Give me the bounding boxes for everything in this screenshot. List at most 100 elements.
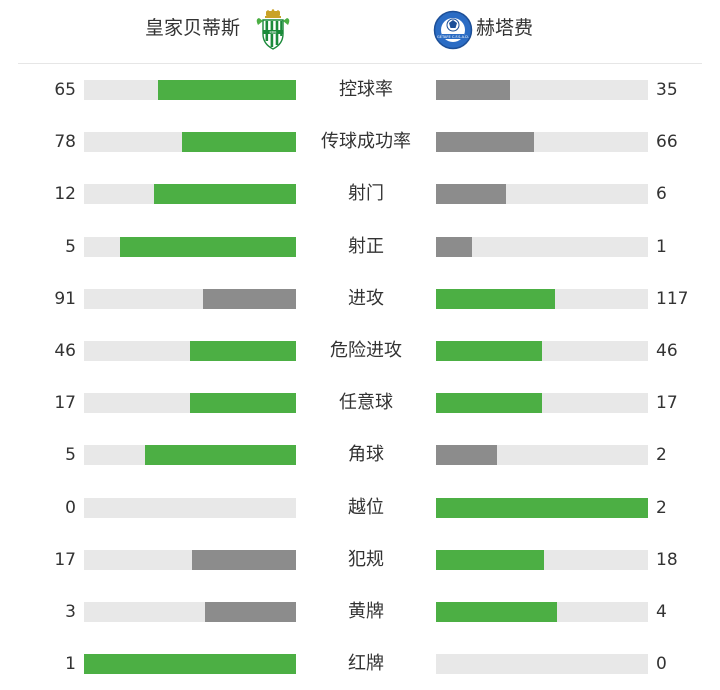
away-team-name: 赫塔费 — [476, 17, 534, 39]
home-stat-bar-fill — [153, 184, 296, 205]
stat-row: 17 任意球 17 — [0, 377, 720, 429]
stat-row: 0 越位 2 — [0, 482, 720, 534]
away-stat-value: 18 — [656, 549, 678, 570]
away-stat-bar-fill — [436, 340, 542, 361]
away-stat-bar-fill — [436, 497, 648, 518]
away-stat-bar-fill — [436, 445, 498, 466]
away-stat-value: 2 — [656, 445, 667, 466]
home-stat-bar-fill — [84, 654, 296, 675]
home-stat-bar — [84, 132, 296, 153]
home-stat-value: 1 — [65, 654, 76, 675]
stat-label: 进攻 — [348, 287, 384, 309]
away-stat-bar — [436, 445, 648, 466]
stat-label: 控球率 — [339, 79, 393, 100]
away-stat-value: 6 — [656, 184, 667, 205]
away-stat-bar-fill — [436, 236, 473, 257]
home-stat-bar-fill — [158, 80, 296, 100]
getafe-crest-icon: GETAFE C.F.S.A.D. — [433, 10, 473, 50]
home-stat-value: 46 — [54, 340, 76, 361]
real-betis-crest-icon: RBB — [256, 9, 290, 50]
svg-text:RBB: RBB — [269, 30, 277, 34]
home-stat-bar-fill — [190, 393, 296, 414]
home-stat-bar — [84, 497, 296, 518]
home-stat-bar — [84, 549, 296, 570]
home-stat-bar — [84, 393, 296, 414]
away-stat-bar — [436, 80, 648, 100]
stat-row: 5 角球 2 — [0, 429, 720, 481]
header-divider — [18, 63, 702, 64]
home-stat-value: 65 — [54, 80, 76, 100]
away-stat-value: 117 — [656, 288, 689, 309]
away-stat-value: 2 — [656, 497, 667, 518]
away-stat-bar — [436, 340, 648, 361]
stat-label: 越位 — [348, 496, 384, 518]
home-stat-bar-fill — [145, 445, 296, 466]
stat-label: 黄牌 — [348, 600, 384, 622]
away-stat-value: 17 — [656, 393, 678, 414]
away-stat-bar-fill — [436, 288, 555, 309]
stat-label: 红牌 — [348, 653, 384, 675]
home-stat-bar-fill — [181, 132, 296, 153]
home-stat-value: 5 — [65, 445, 76, 466]
home-stat-value: 3 — [65, 601, 76, 622]
home-team-name: 皇家贝蒂斯 — [145, 17, 241, 39]
home-stat-value: 12 — [54, 184, 76, 205]
away-stat-value: 46 — [656, 340, 678, 361]
away-stat-bar-fill — [436, 132, 534, 153]
away-stat-value: 4 — [656, 601, 667, 622]
stat-row: 78 传球成功率 66 — [0, 116, 720, 168]
away-stat-bar — [436, 132, 648, 153]
home-stat-bar-fill — [202, 288, 296, 309]
away-stat-bar — [436, 549, 648, 570]
away-stat-bar-fill — [436, 549, 545, 570]
home-stat-bar — [84, 288, 296, 309]
stat-row: 17 犯规 18 — [0, 534, 720, 586]
home-stat-value: 17 — [54, 549, 76, 570]
away-stat-bar — [436, 654, 648, 675]
home-stat-bar — [84, 654, 296, 675]
stat-row: 65 控球率 35 — [0, 64, 720, 116]
away-stat-value: 66 — [656, 132, 678, 153]
stat-row: 12 射门 6 — [0, 168, 720, 220]
away-stat-value: 35 — [656, 80, 678, 100]
home-stat-bar — [84, 340, 296, 361]
away-stat-bar — [436, 184, 648, 205]
home-stat-bar — [84, 601, 296, 622]
stat-row: 91 进攻 117 — [0, 273, 720, 325]
svg-text:GETAFE C.F.S.A.D.: GETAFE C.F.S.A.D. — [437, 35, 469, 39]
away-stat-bar — [436, 393, 648, 414]
away-stat-bar-fill — [436, 393, 542, 414]
stat-label: 危险进攻 — [330, 339, 402, 361]
home-stat-value: 17 — [54, 393, 76, 414]
home-stat-bar-fill — [120, 236, 296, 257]
match-header: 皇家贝蒂斯 RBB GETAFE C.F.S.A.D. 赫塔费 — [0, 0, 720, 62]
stat-row: 46 危险进攻 46 — [0, 325, 720, 377]
home-stat-bar-fill — [190, 340, 296, 361]
stat-label: 犯规 — [348, 548, 384, 570]
home-stat-value: 5 — [65, 236, 76, 257]
home-stat-bar-fill — [192, 549, 296, 570]
stats-table: 65 控球率 35 78 传球成功率 66 12 射门 6 5 射正 1 91 进攻 117 46 危险进攻 46… — [0, 64, 720, 690]
away-stat-bar-fill — [436, 184, 506, 205]
stat-row: 3 黄牌 4 — [0, 586, 720, 638]
home-stat-bar — [84, 236, 296, 257]
away-stat-value: 1 — [656, 236, 667, 257]
home-stat-value: 78 — [54, 132, 76, 153]
home-stat-value: 91 — [54, 288, 76, 309]
home-stat-bar — [84, 445, 296, 466]
away-stat-bar-fill — [436, 80, 511, 100]
home-stat-value: 0 — [65, 497, 76, 518]
stat-label: 角球 — [348, 444, 384, 466]
away-stat-bar-fill — [436, 601, 557, 622]
stat-row: 5 射正 1 — [0, 221, 720, 273]
home-stat-bar — [84, 184, 296, 205]
home-stat-bar — [84, 80, 296, 100]
away-stat-value: 0 — [656, 654, 667, 675]
away-stat-bar — [436, 236, 648, 257]
stat-label: 传球成功率 — [321, 131, 411, 153]
stat-label: 射门 — [348, 183, 384, 205]
home-stat-bar-fill — [204, 601, 296, 622]
stat-row: 1 红牌 0 — [0, 638, 720, 690]
stat-label: 任意球 — [339, 392, 393, 414]
stat-label: 射正 — [348, 235, 384, 257]
